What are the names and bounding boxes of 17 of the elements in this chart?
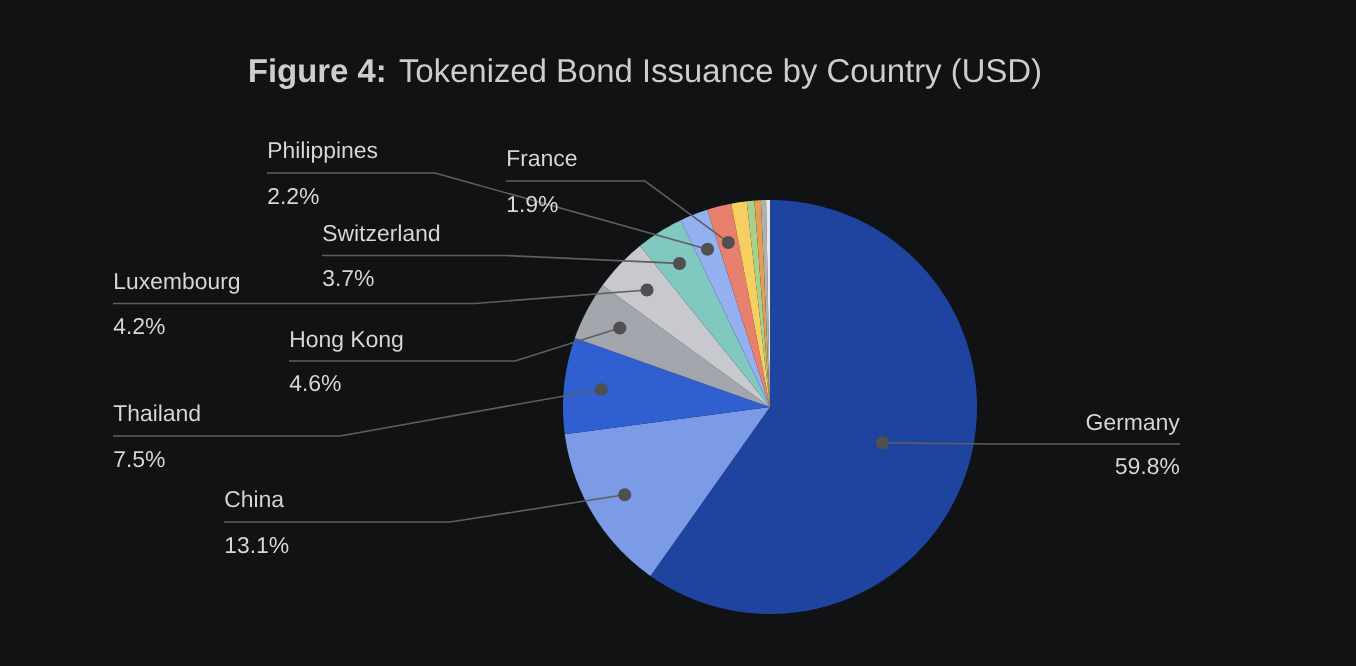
chart-title: Figure 4: Tokenized Bond Issuance by Country (USD) xyxy=(250,58,1040,89)
data-label: 1.9% xyxy=(507,195,558,213)
data-label: 13.1% xyxy=(225,537,289,554)
slice-label: Hong Kong xyxy=(291,331,403,352)
data-label: 7.5% xyxy=(114,451,165,468)
slice-label: France xyxy=(508,150,577,167)
slice-label: China xyxy=(225,490,285,508)
data-label: 59.8% xyxy=(1115,458,1179,475)
slice-label: Switzerland xyxy=(323,224,440,242)
data-label: 2.2% xyxy=(268,187,319,205)
slice-label: Philippines xyxy=(269,141,378,163)
data-label: 4.2% xyxy=(113,317,165,335)
slice-label: Luxembourg xyxy=(115,272,240,294)
data-label: 4.6% xyxy=(289,374,341,392)
slice-label: Thailand xyxy=(113,404,200,422)
data-label: 3.7% xyxy=(323,269,374,287)
slice-label: Germany xyxy=(1086,413,1180,435)
